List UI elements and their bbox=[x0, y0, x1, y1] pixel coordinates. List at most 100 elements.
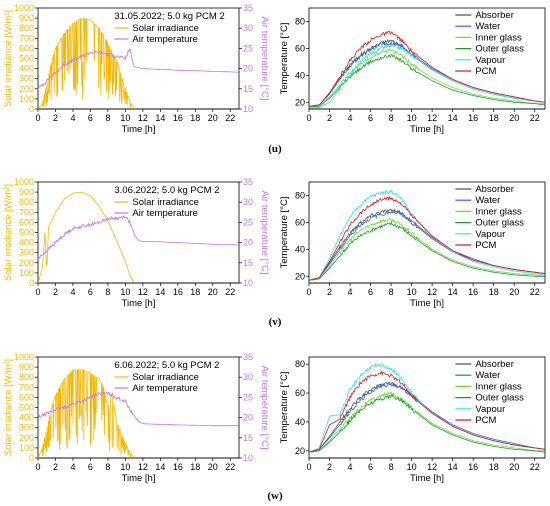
y-tick-label: 20 bbox=[295, 271, 305, 281]
x-tick-label: 0 bbox=[306, 113, 311, 123]
y-left-tick-label: 400 bbox=[19, 238, 34, 248]
x-tick-label: 12 bbox=[427, 462, 437, 472]
x-tick-label: 18 bbox=[489, 462, 499, 472]
chart-title: 3.06.2022; 5.0 kg PCM 2 bbox=[114, 185, 219, 196]
x-tick-label: 22 bbox=[530, 113, 540, 123]
series-line-inner-glass bbox=[308, 217, 545, 281]
x-tick-label: 16 bbox=[468, 113, 478, 123]
x-tick-label: 10 bbox=[120, 287, 130, 297]
legend-label: Absorber bbox=[475, 359, 514, 370]
series-line-pcm bbox=[308, 195, 545, 281]
x-axis-title: Time [h] bbox=[410, 298, 444, 309]
y-left-tick-label: 200 bbox=[19, 84, 34, 94]
y-right-tick-label: 35 bbox=[243, 177, 253, 187]
legend-label: Air temperature bbox=[132, 208, 197, 219]
x-tick-label: 0 bbox=[35, 462, 40, 472]
y-tick-label: 40 bbox=[295, 417, 305, 427]
y-left-tick-label: 800 bbox=[19, 197, 34, 207]
x-tick-label: 22 bbox=[225, 113, 235, 123]
x-tick-label: 22 bbox=[225, 287, 235, 297]
irradiance-air-chart-1: 0 2 4 6 8 10 12 14 16 18 20 22 Time [h] 0100200300400… bbox=[3, 177, 270, 309]
x-tick-label: 0 bbox=[306, 287, 311, 297]
x-axis-title: Time [h] bbox=[122, 473, 156, 484]
y-right-tick-label: 10 bbox=[243, 453, 253, 463]
x-tick-label: 4 bbox=[348, 287, 353, 297]
x-tick-label: 22 bbox=[530, 462, 540, 472]
y-left-tick-label: 200 bbox=[19, 258, 34, 268]
legend-label: Air temperature bbox=[132, 383, 197, 394]
x-axis-title: Time [h] bbox=[122, 124, 156, 135]
x-tick-label: 8 bbox=[105, 113, 110, 123]
y-right-tick-label: 30 bbox=[243, 197, 253, 207]
y-right-tick-label: 20 bbox=[243, 413, 253, 423]
x-tick-label: 20 bbox=[509, 287, 519, 297]
legend-label: Solar irradiance bbox=[132, 372, 199, 383]
x-tick-label: 20 bbox=[509, 462, 519, 472]
x-tick-label: 22 bbox=[530, 287, 540, 297]
y-right-tick-label: 20 bbox=[243, 238, 253, 248]
y-left-tick-label: 400 bbox=[19, 64, 34, 74]
temperature-chart-0: 0 2 4 6 8 10 12 14 16 18 20 22 Time [h] 20 40 60 80 Tempe… bbox=[279, 7, 546, 135]
x-tick-label: 16 bbox=[468, 462, 478, 472]
legend-label: Inner glass bbox=[475, 381, 522, 392]
x-tick-label: 6 bbox=[88, 113, 93, 123]
y-left-tick-label: 900 bbox=[19, 362, 34, 372]
panel-caption: (u) bbox=[268, 143, 282, 155]
series-line-solar-irradiance bbox=[37, 17, 135, 110]
x-tick-label: 6 bbox=[88, 462, 93, 472]
y-axis-title: Temperature [°C] bbox=[279, 197, 290, 269]
y-left-tick-label: 900 bbox=[19, 13, 34, 23]
x-tick-label: 0 bbox=[35, 287, 40, 297]
x-axis-title: Time [h] bbox=[122, 298, 156, 309]
x-tick-label: 2 bbox=[327, 287, 332, 297]
x-tick-label: 2 bbox=[327, 462, 332, 472]
y-left-tick-label: 200 bbox=[19, 433, 34, 443]
y-right-tick-label: 15 bbox=[243, 84, 253, 94]
x-tick-label: 10 bbox=[407, 287, 417, 297]
legend-label: Water bbox=[475, 195, 500, 206]
y-tick-label: 60 bbox=[295, 217, 305, 227]
plot-frame bbox=[308, 7, 546, 110]
temperature-chart-1: 0 2 4 6 8 10 12 14 16 18 20 22 Time [h] 20 40 60 80 Tempe… bbox=[279, 181, 546, 309]
y-left-tick-label: 0 bbox=[29, 104, 34, 114]
y-left-tick-label: 500 bbox=[19, 403, 34, 413]
x-axis-title: Time [h] bbox=[410, 473, 444, 484]
x-tick-label: 20 bbox=[509, 113, 519, 123]
series-line-pcm bbox=[308, 369, 545, 453]
y-tick-label: 80 bbox=[295, 16, 305, 26]
x-tick-label: 2 bbox=[327, 113, 332, 123]
y-left-tick-label: 800 bbox=[19, 23, 34, 33]
y-left-tick-label: 100 bbox=[19, 443, 34, 453]
legend-label: Vapour bbox=[475, 404, 505, 415]
x-tick-label: 2 bbox=[53, 113, 58, 123]
x-tick-label: 2 bbox=[53, 287, 58, 297]
y-tick-label: 20 bbox=[295, 97, 305, 107]
y-right-tick-label: 30 bbox=[243, 372, 253, 382]
x-tick-label: 6 bbox=[368, 462, 373, 472]
y-left-tick-label: 1000 bbox=[14, 177, 34, 187]
x-tick-label: 12 bbox=[138, 287, 148, 297]
x-tick-label: 10 bbox=[407, 462, 417, 472]
x-tick-label: 18 bbox=[190, 113, 200, 123]
y-left-tick-label: 400 bbox=[19, 413, 34, 423]
x-tick-label: 10 bbox=[120, 113, 130, 123]
y-tick-label: 40 bbox=[295, 244, 305, 254]
y-tick-label: 20 bbox=[295, 446, 305, 456]
y-left-tick-label: 100 bbox=[19, 268, 34, 278]
x-tick-label: 2 bbox=[53, 462, 58, 472]
legend-label: Water bbox=[475, 370, 500, 381]
legend-label: Absorber bbox=[475, 10, 514, 21]
y-left-tick-label: 500 bbox=[19, 54, 34, 64]
x-tick-label: 20 bbox=[208, 113, 218, 123]
y-right-axis-title: Air temperature [°C] bbox=[259, 365, 270, 449]
y-axis-title: Temperature [°C] bbox=[279, 23, 290, 95]
temperature-chart-2: 0 2 4 6 8 10 12 14 16 18 20 22 Time [h] 20 40 60 80 Tempe… bbox=[279, 356, 546, 484]
legend-label: Vapour bbox=[475, 55, 505, 66]
x-tick-label: 10 bbox=[407, 113, 417, 123]
legend-label: PCM bbox=[475, 66, 496, 77]
y-left-tick-label: 300 bbox=[19, 248, 34, 258]
series-line-solar-irradiance bbox=[37, 368, 135, 459]
legend-label: Water bbox=[475, 21, 500, 32]
x-tick-label: 0 bbox=[35, 113, 40, 123]
